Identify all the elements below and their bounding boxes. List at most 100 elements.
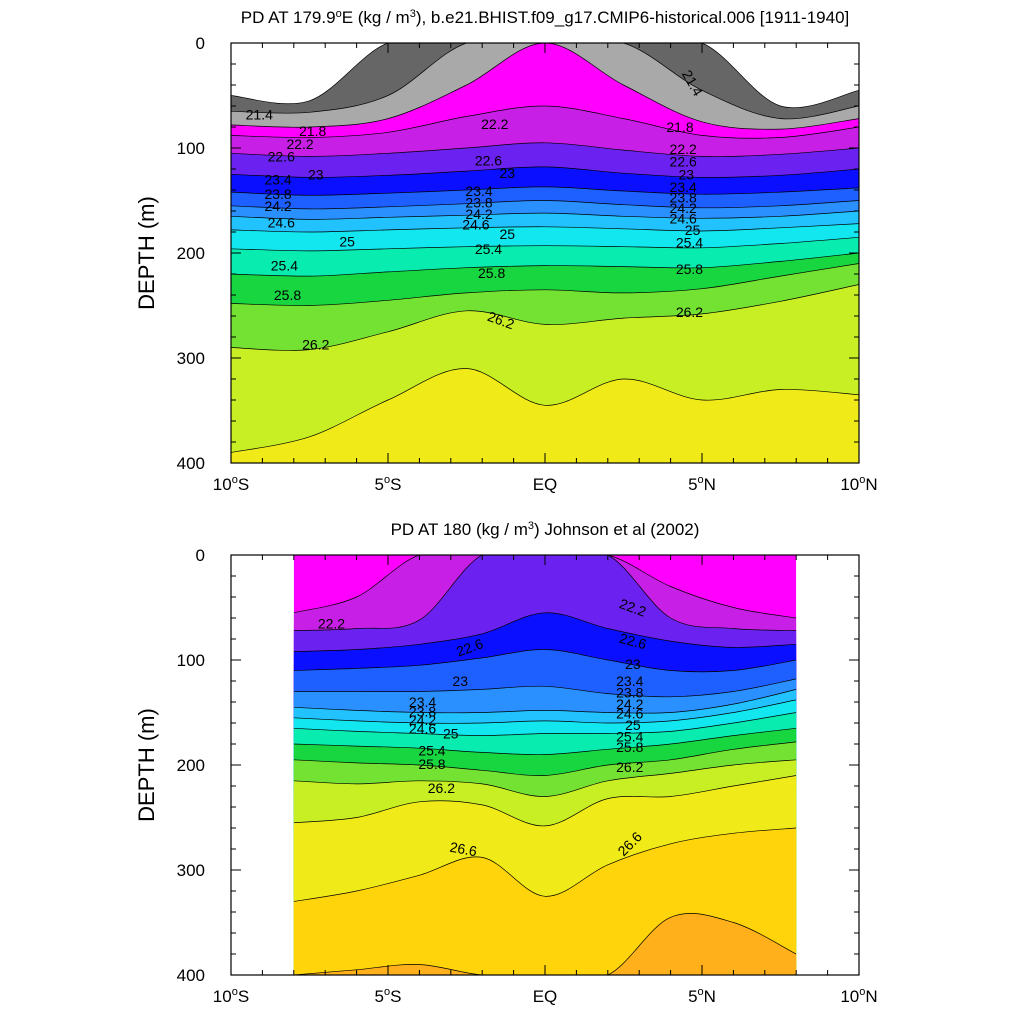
chart-panel-bottom: PD AT 180 (kg / m3) Johnson et al (2002)…	[134, 520, 878, 1006]
contour-label: 23.8	[465, 195, 492, 211]
contour-label: 23	[452, 673, 468, 689]
contour-label: 25.4	[676, 235, 703, 251]
contour-line-25.0	[231, 236, 859, 252]
contour-line-23.8	[293, 689, 797, 714]
contour-line-23.4	[293, 678, 797, 698]
contour-label: 25.8	[478, 265, 505, 281]
contour-line-21.8	[231, 43, 859, 130]
x-tick-label: 5oS	[375, 474, 402, 494]
contour-line-21.8	[293, 555, 797, 619]
contour-label: 22.2	[481, 116, 508, 132]
contour-label: 24.6	[616, 706, 643, 722]
y-axis-label: DEPTH (m)	[134, 708, 159, 822]
contour-label: 23.4	[465, 183, 492, 199]
contour-line-23.0	[231, 166, 859, 178]
y-tick-label: 0	[196, 546, 205, 565]
contour-label: 22.6	[475, 153, 502, 169]
contour-label: 24.2	[616, 696, 643, 712]
contour-label: 21.8	[299, 123, 326, 139]
y-tick-label: 100	[177, 139, 205, 158]
y-tick-label: 200	[177, 756, 205, 775]
contour-label: 23.8	[670, 189, 697, 205]
contour-label: 23	[308, 166, 324, 182]
y-tick-label: 100	[177, 651, 205, 670]
contour-line-25.8	[231, 263, 859, 306]
contour-label: 23.4	[409, 694, 436, 710]
contour-band-27.0	[293, 913, 797, 975]
contour-line-26.2	[231, 284, 859, 351]
contour-label: 25	[443, 726, 459, 742]
contour-label: 25.8	[616, 739, 643, 755]
contour-label: 25.4	[475, 241, 502, 257]
contour-label: 24.6	[462, 217, 489, 233]
x-tick-label: 5oN	[688, 474, 716, 494]
contour-line-21.0	[231, 43, 859, 109]
contour-field: 21.421.421.8 21.822.222.222.222.6 22.6 22.6…	[231, 43, 859, 463]
contour-line-26.6	[231, 368, 859, 453]
contour-label: 23.4	[616, 673, 643, 689]
contour-line-22.2	[231, 105, 859, 139]
y-tick-label: 300	[177, 349, 205, 368]
contour-band-26.6	[231, 368, 859, 463]
x-tick-label: 10oS	[213, 474, 249, 494]
contour-line-22.2	[293, 555, 797, 631]
contour-line-24.2	[293, 699, 797, 724]
contour-label: 23.4	[264, 172, 291, 188]
x-tick-label: EQ	[533, 987, 558, 1006]
contour-label: 22.2	[318, 615, 345, 631]
contour-field: 22.222.222.6 22.6232323.423.423.823.824.2…	[293, 555, 797, 975]
contour-label: 25.8	[676, 261, 703, 277]
y-tick-label: 0	[196, 34, 205, 53]
contour-line-22.6	[293, 612, 797, 652]
x-tick-label: 10oN	[840, 986, 877, 1006]
y-tick-label: 400	[177, 454, 205, 473]
contour-line-21.4	[231, 43, 859, 120]
contour-label: 21.4	[246, 106, 273, 122]
contour-line-25.4	[293, 741, 797, 776]
contour-label: 25.8	[418, 756, 445, 772]
contour-label: 25	[625, 717, 641, 733]
contour-label: 24.6	[268, 215, 295, 231]
contour-label: 23	[500, 165, 516, 181]
contour-label: 26.2	[302, 336, 329, 352]
contour-line-27.0	[293, 913, 797, 975]
contour-label: 23	[679, 166, 695, 182]
chart-panel-top: PD AT 179.9oE (kg / m3), b.e21.BHIST.f09…	[134, 8, 878, 494]
axes: 10oS 5oS EQ 5oN 10oN 0 100 200 300 400	[177, 546, 878, 1006]
contour-line-24.6	[231, 223, 859, 233]
contour-label: 24.6	[409, 720, 436, 736]
contour-label: 22.6	[268, 148, 295, 164]
x-tick-label: 10oN	[840, 474, 877, 494]
contour-label: 23.8	[264, 186, 291, 202]
contour-line-22.6	[231, 142, 859, 157]
contour-line-24.2	[231, 210, 859, 220]
contour-label: 26.2	[428, 780, 455, 796]
contour-label: 25.4	[616, 729, 643, 745]
contour-label: 22.2	[286, 136, 313, 152]
contour-line-25.8	[293, 759, 797, 797]
contour-label: 25.8	[274, 287, 301, 303]
contour-line-25.0	[293, 727, 797, 755]
x-tick-label: 5oN	[688, 986, 716, 1006]
contour-label: 25	[685, 222, 701, 238]
contour-label: 24.6	[670, 210, 697, 226]
contour-line-23.8	[231, 200, 859, 210]
x-tick-label: 5oS	[375, 986, 402, 1006]
contour-line-23.4	[231, 186, 859, 196]
contour-line-23.0	[293, 649, 797, 673]
contour-line-24.6	[293, 712, 797, 736]
contour-label: 23.8	[616, 685, 643, 701]
contour-label: 25.4	[271, 258, 298, 274]
contour-label: 25	[339, 233, 355, 249]
contour-label: 25	[500, 226, 516, 242]
contour-label: 23.8	[409, 703, 436, 719]
contour-label: 22.2	[670, 141, 697, 157]
contour-label: 26.2	[616, 759, 643, 775]
contour-label: 23.4	[670, 179, 697, 195]
x-tick-label: 10oS	[213, 986, 249, 1006]
contour-label: 24.2	[670, 200, 697, 216]
contour-label: 22.6	[670, 154, 697, 170]
contour-label: 24.2	[264, 198, 291, 214]
y-axis-label: DEPTH (m)	[134, 196, 159, 310]
